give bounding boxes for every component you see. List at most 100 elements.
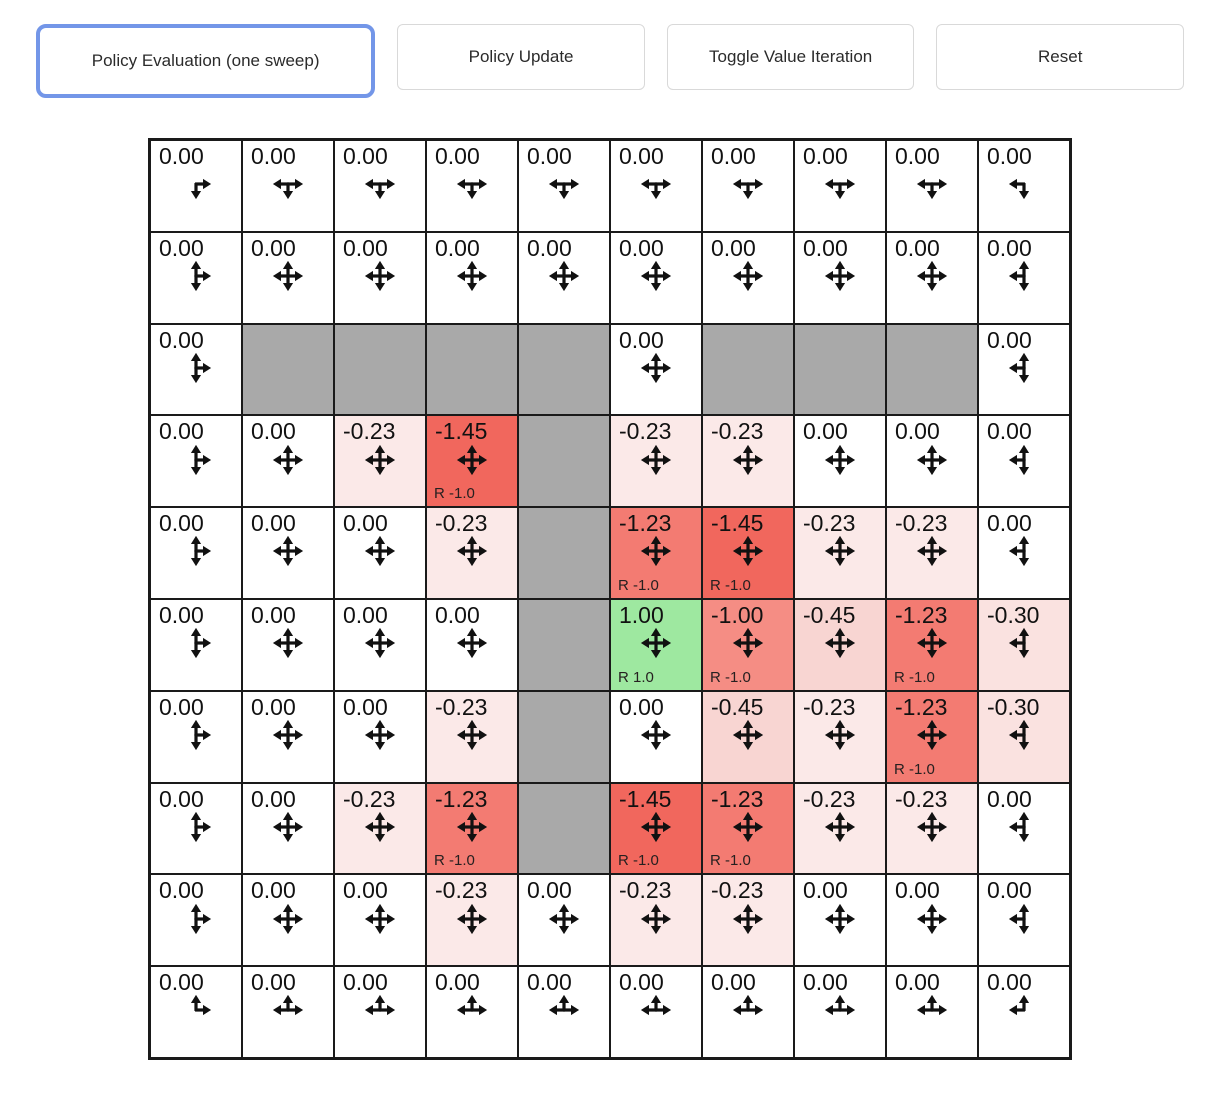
wall-cell bbox=[518, 507, 610, 599]
state-value: -1.23 bbox=[619, 510, 672, 537]
state-value: -0.23 bbox=[895, 785, 948, 812]
state-value: -0.23 bbox=[711, 418, 764, 445]
policy-arrows-icon bbox=[190, 352, 212, 384]
policy-arrows-icon bbox=[1008, 995, 1030, 1016]
state-value: 0.00 bbox=[251, 418, 296, 445]
state-cell: 0.00 bbox=[150, 690, 242, 783]
reset-button[interactable]: Reset bbox=[936, 24, 1185, 90]
state-cell: -1.00 R -1.0 bbox=[702, 599, 794, 691]
state-cell: 0.00 bbox=[886, 231, 978, 324]
state-value: 0.00 bbox=[435, 143, 480, 169]
policy-arrows-icon bbox=[190, 719, 212, 751]
state-cell: 0.00 bbox=[610, 690, 702, 783]
state-cell: 0.00 bbox=[150, 323, 242, 416]
wall-cell bbox=[518, 599, 610, 691]
policy-arrows-icon bbox=[732, 179, 764, 200]
state-value: 0.00 bbox=[987, 418, 1032, 445]
state-cell: 0.00 bbox=[150, 599, 242, 691]
state-cell: -1.23 R -1.0 bbox=[426, 782, 518, 875]
state-value: 0.00 bbox=[987, 969, 1032, 996]
policy-arrows-icon bbox=[640, 811, 672, 843]
state-value: 0.00 bbox=[251, 693, 296, 720]
state-value: -0.23 bbox=[711, 877, 764, 904]
state-value: -1.23 bbox=[895, 602, 948, 628]
state-value: 0.00 bbox=[527, 234, 572, 261]
policy-update-button[interactable]: Policy Update bbox=[397, 24, 645, 90]
wall-cell bbox=[518, 323, 610, 416]
wall-cell bbox=[518, 782, 610, 875]
state-cell: -0.23 bbox=[426, 874, 518, 967]
state-cell: 0.00 bbox=[334, 690, 426, 783]
state-cell: -0.23 bbox=[334, 782, 426, 875]
state-value: 0.00 bbox=[343, 602, 388, 628]
state-value: 0.00 bbox=[435, 602, 480, 628]
gridworld: 0.00 0.00 0.00 0.00 0.00 0.00 0.00 0.00 0.00 0.00… bbox=[148, 138, 1072, 1060]
policy-arrows-icon bbox=[1008, 903, 1030, 934]
state-cell: 0.00 bbox=[150, 874, 242, 967]
state-cell: 0.00 bbox=[242, 507, 334, 599]
state-value: 0.00 bbox=[159, 693, 204, 720]
policy-arrows-icon bbox=[190, 628, 212, 659]
state-cell: 0.00 bbox=[242, 874, 334, 967]
policy-arrows-icon bbox=[916, 179, 948, 200]
policy-arrows-icon bbox=[1008, 352, 1030, 384]
state-value: -0.23 bbox=[435, 877, 488, 904]
policy-arrows-icon bbox=[916, 444, 948, 475]
policy-evaluation-button[interactable]: Policy Evaluation (one sweep) bbox=[36, 24, 376, 98]
state-value: -1.23 bbox=[895, 693, 948, 720]
policy-arrows-icon bbox=[456, 628, 488, 659]
state-cell: 0.00 bbox=[978, 323, 1070, 416]
state-value: 0.00 bbox=[435, 234, 480, 261]
state-value: -0.23 bbox=[619, 418, 672, 445]
state-cell: 0.00 bbox=[702, 231, 794, 324]
state-cell: -0.30 bbox=[978, 599, 1070, 691]
reward-label: R -1.0 bbox=[710, 668, 751, 686]
toolbar: Policy Evaluation (one sweep) Policy Upd… bbox=[36, 24, 1185, 98]
policy-arrows-icon bbox=[824, 903, 856, 934]
state-cell: 0.00 bbox=[518, 874, 610, 967]
toggle-value-iteration-button[interactable]: Toggle Value Iteration bbox=[666, 24, 915, 90]
reward-label: R -1.0 bbox=[710, 577, 751, 594]
policy-arrows-icon bbox=[732, 811, 764, 843]
state-value: -0.23 bbox=[435, 693, 488, 720]
state-cell: -0.23 bbox=[794, 690, 886, 783]
policy-arrows-icon bbox=[640, 260, 672, 292]
policy-arrows-icon bbox=[640, 536, 672, 567]
state-cell: 0.00 bbox=[242, 231, 334, 324]
state-cell: 0.00 bbox=[794, 874, 886, 967]
state-value: 0.00 bbox=[159, 326, 204, 353]
state-cell: 0.00 bbox=[794, 140, 886, 232]
state-cell: -0.45 bbox=[702, 690, 794, 783]
wall-cell bbox=[886, 323, 978, 416]
state-cell: 0.00 bbox=[610, 231, 702, 324]
state-cell: 0.00 bbox=[426, 599, 518, 691]
state-cell: 0.00 bbox=[150, 140, 242, 232]
state-value: 0.00 bbox=[895, 877, 940, 904]
wall-cell bbox=[426, 323, 518, 416]
state-cell: 0.00 bbox=[978, 507, 1070, 599]
policy-arrows-icon bbox=[364, 260, 396, 292]
state-value: 0.00 bbox=[343, 693, 388, 720]
state-value: 0.00 bbox=[987, 234, 1032, 261]
state-value: -1.00 bbox=[711, 602, 764, 628]
policy-arrows-icon bbox=[364, 995, 396, 1016]
state-cell: 0.00 bbox=[518, 140, 610, 232]
state-cell: 0.00 bbox=[426, 966, 518, 1058]
policy-arrows-icon bbox=[732, 628, 764, 659]
state-cell: 0.00 bbox=[610, 140, 702, 232]
policy-arrows-icon bbox=[272, 260, 304, 292]
state-cell: 0.00 bbox=[978, 782, 1070, 875]
state-value: 0.00 bbox=[527, 877, 572, 904]
state-cell: 0.00 bbox=[794, 966, 886, 1058]
state-cell: 0.00 bbox=[886, 140, 978, 232]
state-value: 0.00 bbox=[987, 785, 1032, 812]
wall-cell bbox=[242, 323, 334, 416]
state-value: 0.00 bbox=[159, 785, 204, 812]
state-value: 0.00 bbox=[987, 326, 1032, 353]
wall-cell bbox=[702, 323, 794, 416]
state-value: 0.00 bbox=[159, 602, 204, 628]
policy-arrows-icon bbox=[272, 444, 304, 475]
state-cell: -0.23 bbox=[702, 874, 794, 967]
state-value: 0.00 bbox=[343, 969, 388, 996]
policy-arrows-icon bbox=[824, 444, 856, 475]
